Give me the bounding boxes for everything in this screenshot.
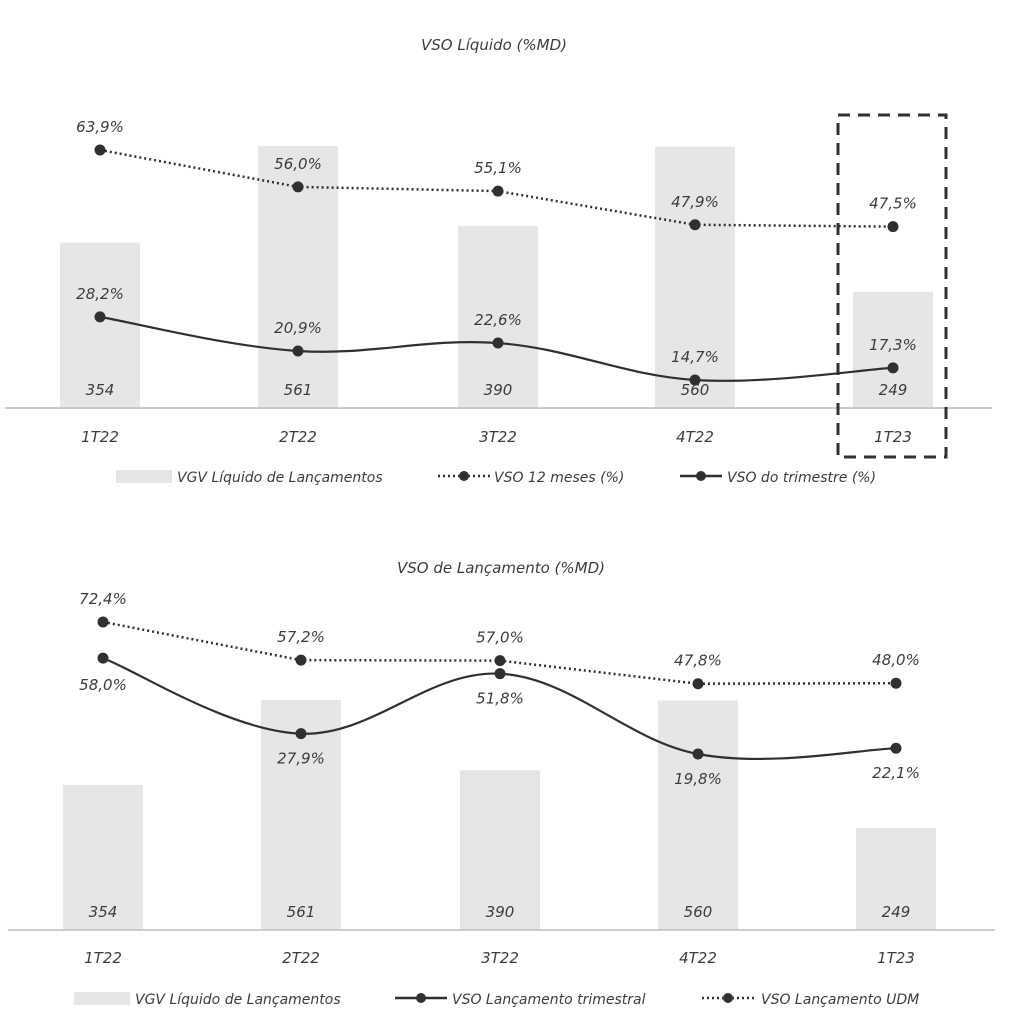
- bar-value-label: 354: [89, 903, 118, 921]
- x-tick-label: 1T22: [84, 949, 122, 967]
- data-point: [292, 181, 304, 193]
- legend: VGV Líquido de Lançamentos VSO 12 meses …: [116, 470, 876, 486]
- data-label: 57,2%: [277, 628, 325, 646]
- legend-label-vso12: VSO 12 meses (%): [494, 470, 624, 486]
- data-point: [492, 337, 504, 349]
- data-label: 56,0%: [274, 155, 322, 173]
- bar: [60, 242, 140, 408]
- data-point: [97, 652, 109, 664]
- legend-marker: [696, 471, 706, 481]
- bar: [655, 146, 735, 408]
- bar-value-label: 561: [287, 903, 316, 921]
- x-tick-label: 3T22: [481, 949, 519, 967]
- data-label: 47,5%: [869, 195, 917, 213]
- x-tick-label: 2T22: [279, 428, 317, 446]
- data-point: [689, 219, 701, 231]
- data-label: 57,0%: [476, 629, 524, 647]
- x-tick-label: 3T22: [479, 428, 517, 446]
- bar-value-label: 249: [879, 381, 908, 399]
- data-label: 22,6%: [474, 311, 522, 329]
- data-point: [689, 374, 701, 386]
- data-label: 72,4%: [79, 590, 127, 608]
- data-point: [890, 677, 902, 689]
- chart-vso-lancamento: VSO de Lançamento (%MD) 354 561 390 560 249 …: [8, 559, 995, 1008]
- data-label: 47,9%: [671, 193, 719, 211]
- legend-swatch-bar: [74, 992, 130, 1005]
- x-tick-label: 1T23: [874, 428, 912, 446]
- legend-marker: [416, 993, 426, 1003]
- data-label: 63,9%: [76, 118, 124, 136]
- bar: [63, 784, 143, 930]
- data-label: 47,8%: [674, 652, 722, 670]
- x-tick-label: 2T22: [282, 949, 320, 967]
- data-point: [94, 311, 106, 323]
- legend-label-bar: VGV Líquido de Lançamentos: [135, 992, 341, 1008]
- data-label: 22,1%: [872, 764, 920, 782]
- data-label: 14,7%: [671, 348, 719, 366]
- bar-value-label: 560: [681, 381, 710, 399]
- legend-label-udm: VSO Lançamento UDM: [761, 992, 919, 1008]
- legend: VGV Líquido de Lançamentos VSO Lançament…: [74, 992, 919, 1008]
- data-point: [494, 668, 506, 680]
- data-point: [890, 742, 902, 754]
- data-label: 27,9%: [277, 750, 325, 768]
- data-point: [97, 616, 109, 628]
- data-label: 55,1%: [474, 159, 522, 177]
- data-label: 20,9%: [274, 319, 322, 337]
- x-tick-label: 4T22: [676, 428, 714, 446]
- bar-value-label: 390: [484, 381, 513, 399]
- bar-value-label: 390: [486, 903, 515, 921]
- data-label: 58,0%: [79, 676, 127, 694]
- bar-value-label: 561: [284, 381, 313, 399]
- data-point: [292, 345, 304, 357]
- bar: [853, 291, 933, 408]
- bar-value-label: 560: [684, 903, 713, 921]
- legend-label-bar: VGV Líquido de Lançamentos: [177, 470, 383, 486]
- bar: [460, 770, 540, 930]
- legend-marker: [723, 993, 733, 1003]
- highlight-box-1t23: [836, 113, 948, 459]
- data-point: [692, 748, 704, 760]
- data-point: [492, 185, 504, 197]
- data-label: 51,8%: [476, 690, 524, 708]
- data-label: 19,8%: [674, 770, 722, 788]
- data-point: [295, 728, 307, 740]
- legend-marker: [459, 471, 469, 481]
- data-point: [692, 678, 704, 690]
- chart-title: VSO de Lançamento (%MD): [397, 559, 605, 577]
- data-label: 28,2%: [76, 285, 124, 303]
- legend-label-vso-trimestre: VSO do trimestre (%): [727, 470, 876, 486]
- x-tick-label: 1T22: [81, 428, 119, 446]
- data-point: [94, 144, 106, 156]
- chart-title: VSO Líquido (%MD): [421, 36, 567, 54]
- data-point: [887, 221, 899, 233]
- x-tick-label: 4T22: [679, 949, 717, 967]
- bar: [856, 827, 936, 930]
- bar: [658, 700, 738, 930]
- data-point: [295, 654, 307, 666]
- data-label: 48,0%: [872, 651, 920, 669]
- data-point: [887, 362, 899, 374]
- bar: [458, 225, 538, 408]
- chart-vso-liquido: VSO Líquido (%MD) 354 561 390 560 249 63,9% 5…: [5, 36, 992, 486]
- data-point: [494, 655, 506, 667]
- x-tick-label: 1T23: [877, 949, 915, 967]
- bar-value-label: 249: [882, 903, 911, 921]
- legend-label-trimestral: VSO Lançamento trimestral: [452, 992, 646, 1008]
- data-label: 17,3%: [869, 336, 917, 354]
- bar-value-label: 354: [86, 381, 115, 399]
- legend-swatch-bar: [116, 470, 172, 483]
